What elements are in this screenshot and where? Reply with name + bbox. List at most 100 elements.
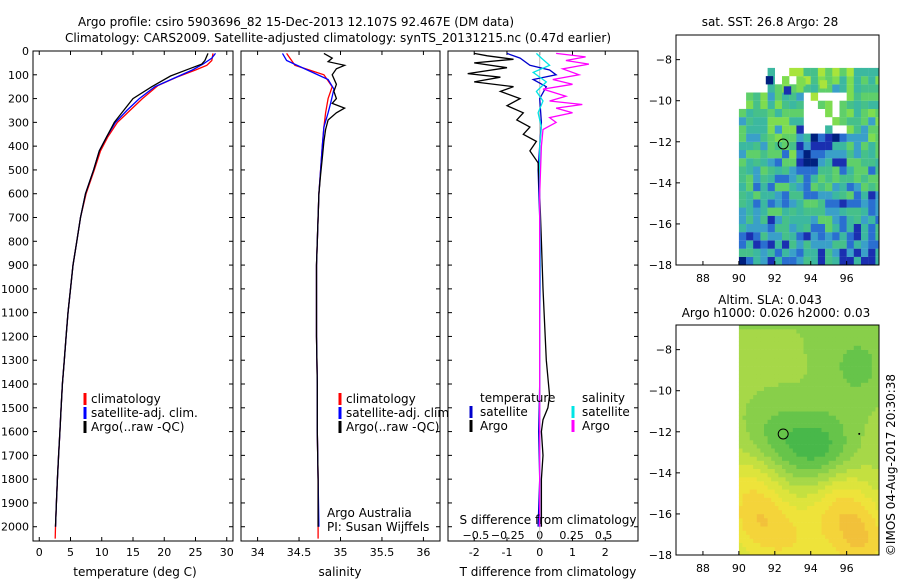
x-tick-label: 10 <box>95 546 109 559</box>
sla-cell <box>746 329 750 333</box>
sst-cell <box>832 76 839 84</box>
sla-cell <box>789 489 793 493</box>
sla-cell <box>743 530 747 534</box>
sla-cell <box>847 477 851 481</box>
sla-cell <box>768 539 772 543</box>
sla-cell <box>861 411 865 415</box>
sla-cell <box>807 489 811 493</box>
sst-cell <box>753 199 760 207</box>
sla-cell <box>757 530 761 534</box>
sla-cell <box>818 432 822 436</box>
sla-cell <box>739 346 743 350</box>
sla-cell <box>789 465 793 469</box>
sla-cell <box>872 502 876 506</box>
sla-cell <box>739 465 743 469</box>
sst-cell <box>854 142 861 150</box>
depth-tick-label: 1200 <box>1 330 29 343</box>
sla-cell <box>861 444 865 448</box>
depth-tick-label: 1900 <box>1 497 29 510</box>
sla-cell <box>825 535 829 539</box>
sla-cell <box>764 333 768 337</box>
sla-cell <box>782 325 786 329</box>
sla-cell <box>811 415 815 419</box>
sla-cell <box>764 481 768 485</box>
sla-cell <box>822 452 826 456</box>
sla-cell <box>847 374 851 378</box>
sst-cell <box>760 249 767 257</box>
sst-cell <box>861 101 868 109</box>
sla-cell <box>814 424 818 428</box>
sla-cell <box>807 391 811 395</box>
sla-cell <box>804 420 808 424</box>
sla-cell <box>814 547 818 551</box>
t-difference-label: T difference from climatology <box>459 565 637 579</box>
sla-cell <box>760 407 764 411</box>
sst-cell <box>760 158 767 166</box>
sst-cell <box>760 191 767 199</box>
sla-cell <box>829 473 833 477</box>
sst-cell <box>789 117 796 125</box>
sla-cell <box>847 428 851 432</box>
sst-cell <box>789 183 796 191</box>
sla-cell <box>814 378 818 382</box>
sst-cell <box>868 125 875 133</box>
sla-cell <box>796 391 800 395</box>
sla-cell <box>786 350 790 354</box>
sst-cell <box>861 142 868 150</box>
sst-cell <box>746 240 753 248</box>
sla-cell <box>868 420 872 424</box>
sla-cell <box>768 374 772 378</box>
sla-cell <box>739 489 743 493</box>
sla-cell <box>811 514 815 518</box>
sla-cell <box>861 493 865 497</box>
sla-cell <box>746 407 750 411</box>
sst-cell <box>746 183 753 191</box>
sla-cell <box>825 502 829 506</box>
sla-cell <box>793 378 797 382</box>
legend-climatology-label: climatology <box>346 392 416 406</box>
sla-cell <box>822 522 826 526</box>
sla-cell <box>753 329 757 333</box>
sla-cell <box>753 543 757 547</box>
sst-cell <box>854 240 861 248</box>
sla-cell <box>843 383 847 387</box>
sst-cell <box>818 175 825 183</box>
sla-cell <box>822 432 826 436</box>
sst-cell <box>782 150 789 158</box>
sla-cell <box>868 514 872 518</box>
sst-cell <box>739 109 746 117</box>
sla-cell <box>771 432 775 436</box>
sla-cell <box>872 481 876 485</box>
sla-cell <box>868 461 872 465</box>
sst-cell <box>868 117 875 125</box>
sst-cell <box>804 224 811 232</box>
sla-cell <box>739 329 743 333</box>
sla-cell <box>868 341 872 345</box>
sla-cell <box>872 452 876 456</box>
sla-cell <box>796 547 800 551</box>
sla-cell <box>847 506 851 510</box>
sla-cell <box>775 440 779 444</box>
sla-cell <box>832 543 836 547</box>
sla-cell <box>768 506 772 510</box>
sla-cell <box>836 378 840 382</box>
sla-cell <box>857 391 861 395</box>
map-y-tick-label: −8 <box>656 54 672 67</box>
sla-cell <box>807 428 811 432</box>
sla-cell <box>757 374 761 378</box>
sla-cell <box>814 374 818 378</box>
sla-cell <box>865 465 869 469</box>
sla-cell <box>764 411 768 415</box>
sst-cell <box>739 240 746 248</box>
sla-cell <box>757 448 761 452</box>
sla-cell <box>861 530 865 534</box>
sla-cell <box>868 506 872 510</box>
sla-cell <box>818 489 822 493</box>
sla-cell <box>854 341 858 345</box>
sla-cell <box>861 535 865 539</box>
sla-cell <box>789 481 793 485</box>
sla-cell <box>857 399 861 403</box>
sla-cell <box>861 350 865 354</box>
sla-cell <box>840 391 844 395</box>
sla-cell <box>760 448 764 452</box>
